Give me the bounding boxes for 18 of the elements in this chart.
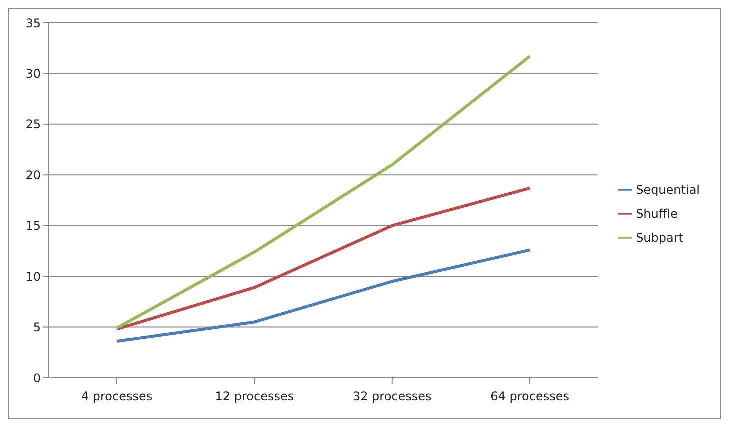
- legend-label: Shuffle: [636, 206, 678, 220]
- y-tick-label: 10: [26, 270, 41, 284]
- x-tick-label: 12 processes: [215, 390, 294, 404]
- y-tick-label: 15: [26, 219, 41, 234]
- y-tick-label: 30: [26, 66, 41, 81]
- x-tick-label: 64 processes: [490, 390, 570, 404]
- x-tick-label: 32 processes: [352, 390, 432, 404]
- y-tick-label: 0: [33, 371, 41, 386]
- line-series: [116, 54, 532, 330]
- y-tick-label: 20: [26, 168, 41, 182]
- x-tick-label: 4 processes: [81, 390, 153, 404]
- y-tick-label: 35: [26, 16, 41, 30]
- y-tick-label: 5: [33, 320, 41, 335]
- y-tick-label: 25: [26, 118, 41, 132]
- legend-label: Subpart: [636, 230, 684, 244]
- line-series: [116, 248, 532, 343]
- line-series: [116, 186, 532, 331]
- legend-label: Sequential: [636, 182, 700, 196]
